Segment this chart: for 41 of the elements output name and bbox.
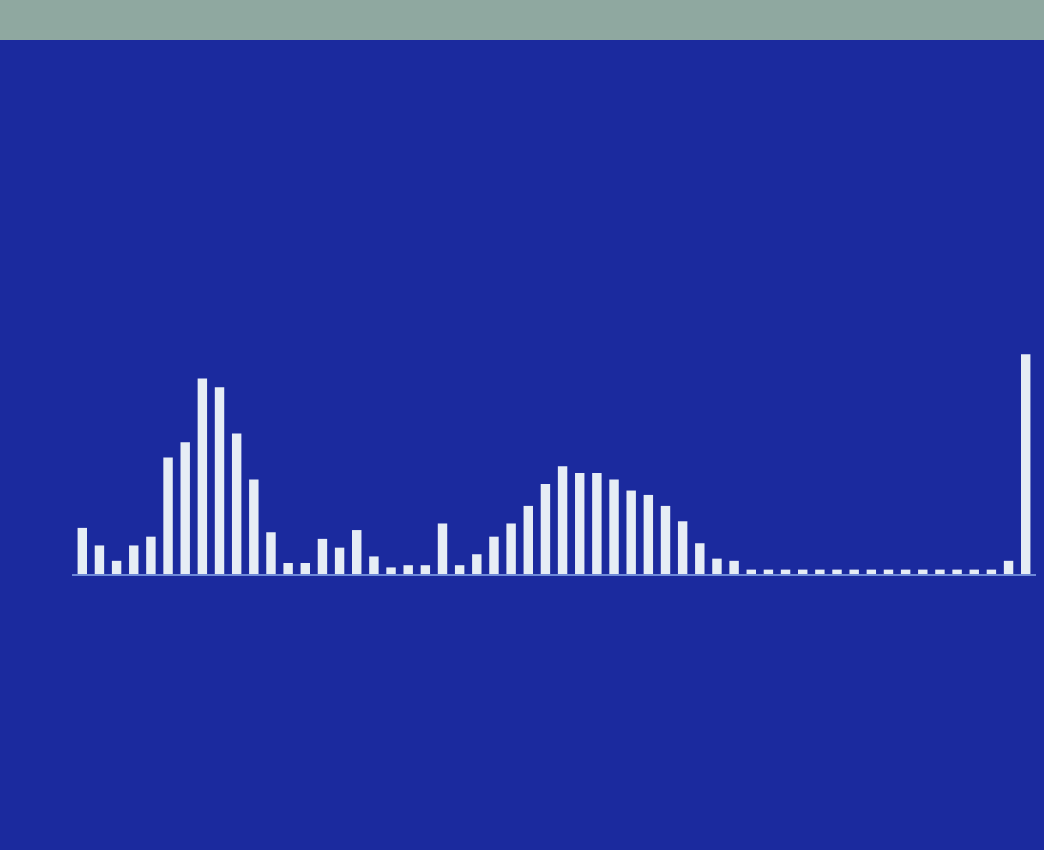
bar bbox=[677, 521, 688, 574]
bar bbox=[317, 538, 328, 574]
bar bbox=[523, 505, 533, 574]
bar bbox=[557, 466, 568, 574]
bar bbox=[197, 378, 208, 574]
bar bbox=[609, 479, 619, 574]
bar bbox=[386, 567, 396, 574]
bar bbox=[575, 472, 585, 574]
bar bbox=[489, 536, 499, 574]
bar bbox=[729, 560, 739, 574]
bar bbox=[420, 565, 431, 574]
bar bbox=[695, 543, 705, 574]
bar bbox=[249, 479, 259, 574]
bar bbox=[643, 494, 654, 574]
bar bbox=[231, 433, 242, 574]
bar bbox=[111, 560, 122, 574]
bar bbox=[146, 536, 156, 574]
bar bbox=[334, 547, 345, 574]
bar bbox=[403, 565, 413, 574]
bar bbox=[214, 387, 225, 574]
bar bbox=[129, 545, 139, 574]
bar bbox=[94, 545, 105, 574]
bar bbox=[712, 558, 722, 574]
bar bbox=[266, 532, 276, 574]
bar bbox=[283, 563, 293, 574]
bar bbox=[626, 490, 636, 574]
bar bbox=[352, 530, 362, 574]
bar bbox=[472, 554, 482, 574]
bar bbox=[1021, 354, 1031, 574]
bar bbox=[592, 472, 602, 574]
bar bbox=[454, 565, 465, 574]
bar bbox=[77, 527, 87, 574]
bar bbox=[300, 563, 310, 574]
bar bbox=[660, 505, 671, 574]
bar bbox=[180, 442, 190, 574]
bar bbox=[506, 523, 516, 574]
bar bbox=[163, 457, 173, 574]
bar bbox=[437, 523, 448, 574]
bar bbox=[369, 556, 379, 574]
bar bbox=[1003, 560, 1014, 574]
bar bbox=[540, 483, 551, 574]
